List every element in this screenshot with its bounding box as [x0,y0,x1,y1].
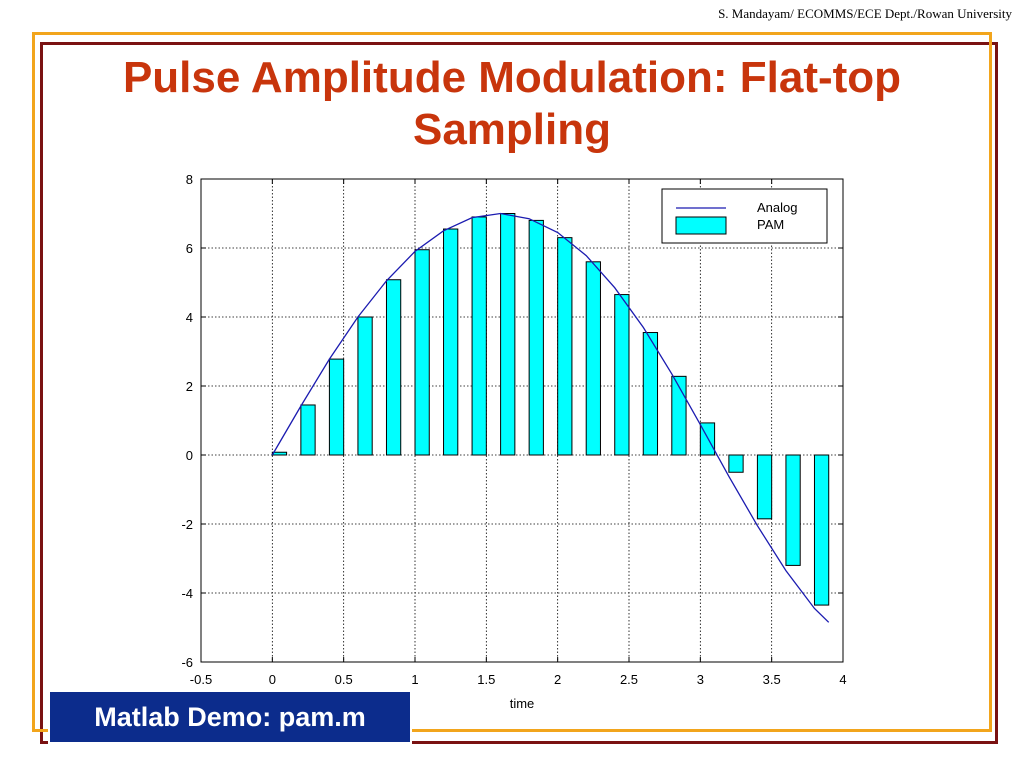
x-tick-label: 0.5 [335,672,353,687]
pam-bar [357,316,373,456]
plot-area [201,179,843,662]
pam-bar [557,237,573,456]
x-tick-label: 1 [411,672,418,687]
inner-frame [32,32,992,732]
plot-frame [200,178,844,663]
legend-pam-label: PAM [757,217,784,232]
pam-bar [471,216,487,456]
slide-title-line2: Sampling [412,105,612,154]
pam-bar [385,279,402,456]
y-tick-label: 4 [186,310,193,325]
pam-bar [271,451,288,456]
analog-series-line [271,212,830,623]
pam-bar [414,249,430,456]
x-tick-label: 1.5 [477,672,495,687]
x-tick-label: 3 [697,672,704,687]
outer-frame [40,42,998,744]
credit-text: S. Mandayam/ ECOMMS/ECE Dept./Rowan Univ… [718,6,1012,21]
legend-box [661,188,828,244]
pam-bar [328,358,345,456]
legend: Analog PAM [661,188,828,244]
pam-bar [585,261,601,456]
y-tick-label: -4 [181,586,193,601]
y-tick-label: -6 [181,655,193,670]
y-tick-label: -2 [181,517,193,532]
x-tick-label: -0.5 [190,672,212,687]
slide-title-line1: Pulse Amplitude Modulation: Flat-top [122,53,902,102]
pam-bar [443,228,459,456]
pam-bar [813,454,830,606]
pam-bar [300,404,316,456]
y-tick-label: 2 [186,379,193,394]
pam-bar [642,332,659,456]
x-tick-label: 2 [554,672,561,687]
y-tick-label: 0 [186,448,193,463]
x-tick-label: 4 [839,672,846,687]
pam-bar [614,294,630,456]
legend-analog-label: Analog [757,200,797,215]
pam-bar [756,454,773,520]
y-tick-label: 8 [186,172,193,187]
legend-pam-swatch [675,216,727,235]
x-axis-label: time [510,696,535,711]
slide-title: Pulse Amplitude Modulation: Flat-top Sam… [50,52,974,156]
pam-bar [528,219,544,456]
demo-label: Matlab Demo: pam.m [48,690,412,744]
pam-bar [671,375,687,456]
pam-bar [728,454,744,473]
pam-bar [785,454,801,566]
y-tick-label: 6 [186,241,193,256]
x-tick-label: 0 [269,672,276,687]
pam-bar [500,213,516,456]
x-tick-label: 3.5 [763,672,781,687]
x-tick-label: 2.5 [620,672,638,687]
